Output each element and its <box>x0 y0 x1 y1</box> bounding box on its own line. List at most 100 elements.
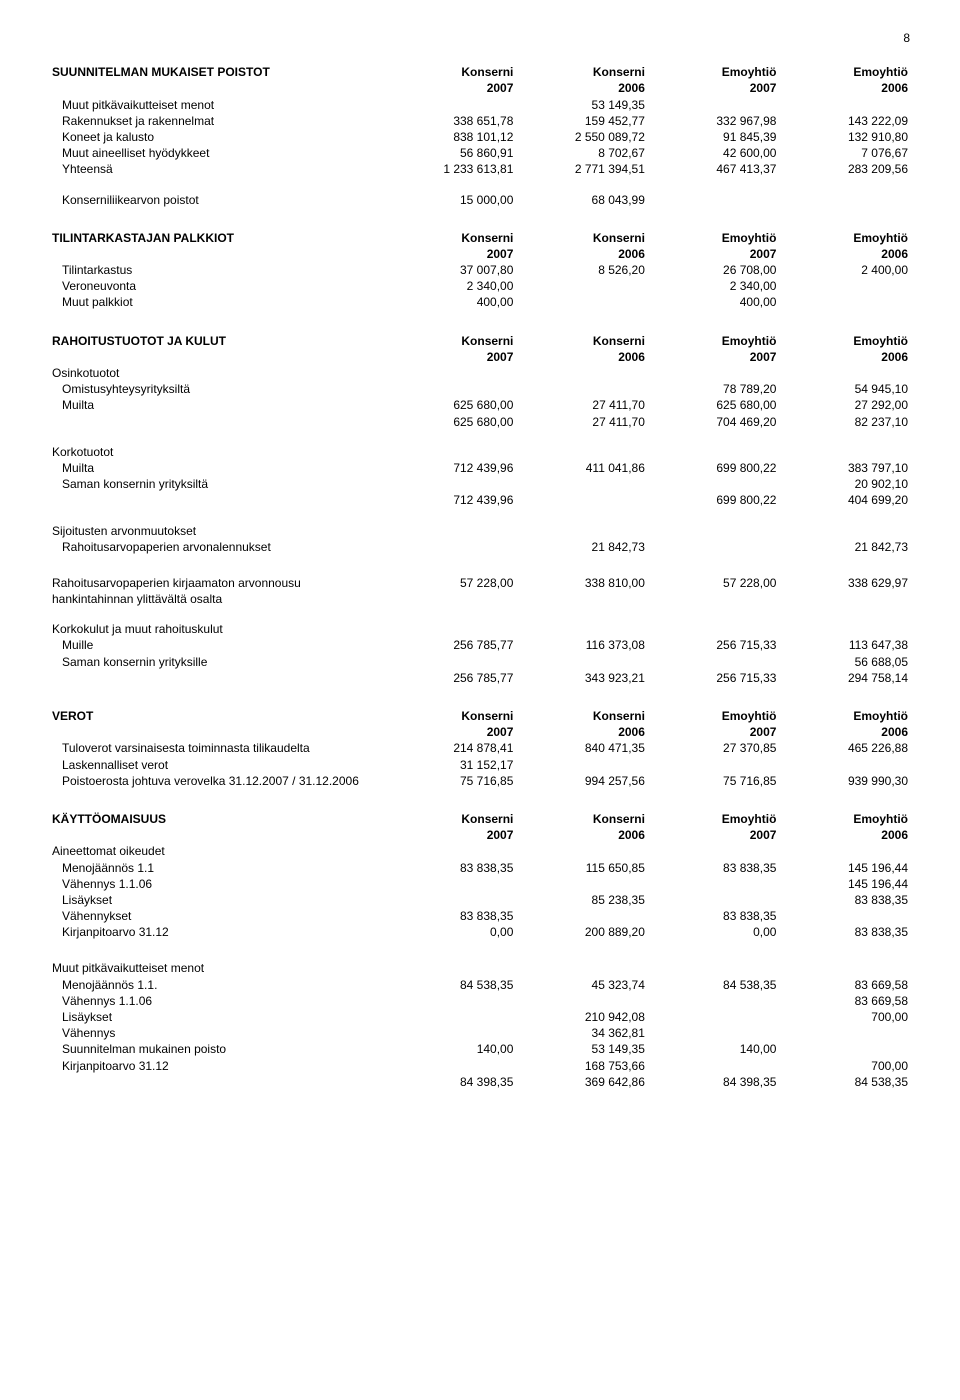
cell: 256 785,77 <box>384 637 516 653</box>
table-row: 256 785,77343 923,21256 715,33294 758,14 <box>50 670 910 686</box>
page-number: 8 <box>50 30 910 46</box>
table-row: Muut palkkiot400,00400,00 <box>50 294 910 310</box>
cell: 8 702,67 <box>515 145 647 161</box>
table-row: Yhteensä1 233 613,812 771 394,51467 413,… <box>50 161 910 177</box>
cell: 2 550 089,72 <box>515 129 647 145</box>
cell: 42 600,00 <box>647 145 779 161</box>
table-row: Kirjanpitoarvo 31.12168 753,66700,00 <box>50 1058 910 1074</box>
cell: 140,00 <box>647 1041 779 1057</box>
cell <box>647 1058 779 1074</box>
sec2-title: TILINTARKASTAJAN PALKKIOT <box>50 230 384 246</box>
cell <box>647 1009 779 1025</box>
cell: 91 845,39 <box>647 129 779 145</box>
cell: 132 910,80 <box>778 129 910 145</box>
group-header-row: Korkokulut ja muut rahoituskulut <box>50 621 910 637</box>
cell <box>515 591 647 607</box>
cell: 256 715,33 <box>647 637 779 653</box>
cell <box>515 381 647 397</box>
table-row: Rahoitusarvopaperien kirjaamaton arvonno… <box>50 575 910 591</box>
cell: 143 222,09 <box>778 113 910 129</box>
cell <box>515 993 647 1009</box>
cell: 84 538,35 <box>384 977 516 993</box>
hdr-c1a: Konserni <box>384 64 516 80</box>
cell: 53 149,35 <box>515 97 647 113</box>
row-label: Menojäännös 1.1. <box>50 977 384 993</box>
cell: 369 642,86 <box>515 1074 647 1090</box>
table-row: Vähennys 1.1.0683 669,58 <box>50 993 910 1009</box>
table-sec3: RAHOITUSTUOTOT JA KULUT Konserni Konsern… <box>50 333 910 686</box>
row-label: Vähennys 1.1.06 <box>50 876 384 892</box>
row-label <box>50 670 384 686</box>
hdr-c2a: Konserni <box>515 64 647 80</box>
cell: 699 800,22 <box>647 460 779 476</box>
cell: 116 373,08 <box>515 637 647 653</box>
row-label: Poistoerosta johtuva verovelka 31.12.200… <box>50 773 384 789</box>
cell: 27 292,00 <box>778 397 910 413</box>
cell: 85 238,35 <box>515 892 647 908</box>
cell <box>515 757 647 773</box>
cell: 0,00 <box>647 924 779 940</box>
cell: 20 902,10 <box>778 476 910 492</box>
group-header-row: Osinkotuotot <box>50 365 910 381</box>
cell: 83 838,35 <box>778 892 910 908</box>
table-row: 84 398,35369 642,8684 398,3584 538,35 <box>50 1074 910 1090</box>
cell: 704 469,20 <box>647 414 779 430</box>
cell <box>778 192 910 208</box>
table-row: Lisäykset210 942,08700,00 <box>50 1009 910 1025</box>
table-row: Omistusyhteysyrityksiltä78 789,2054 945,… <box>50 381 910 397</box>
row-label: Suunnitelman mukainen poisto <box>50 1041 384 1057</box>
row-label: Rahoitusarvopaperien kirjaamaton arvonno… <box>50 575 384 591</box>
cell <box>778 757 910 773</box>
cell <box>384 539 516 555</box>
cell: 939 990,30 <box>778 773 910 789</box>
cell: 338 810,00 <box>515 575 647 591</box>
group-header: Aineettomat oikeudet <box>50 843 384 859</box>
group-header: Korkotuotot <box>50 444 384 460</box>
cell: 2 400,00 <box>778 262 910 278</box>
cell: 200 889,20 <box>515 924 647 940</box>
table-row: Vähennykset83 838,3583 838,35 <box>50 908 910 924</box>
cell <box>384 1025 516 1041</box>
cell: 54 945,10 <box>778 381 910 397</box>
table-row: Kirjanpitoarvo 31.120,00200 889,200,0083… <box>50 924 910 940</box>
cell: 57 228,00 <box>647 575 779 591</box>
cell: 465 226,88 <box>778 740 910 756</box>
cell <box>515 294 647 310</box>
cell <box>647 993 779 1009</box>
cell <box>515 654 647 670</box>
cell: 83 838,35 <box>384 860 516 876</box>
table-row: Suunnitelman mukainen poisto 140,0053 149… <box>50 1041 910 1057</box>
cell: 83 669,58 <box>778 993 910 1009</box>
table-row: Tuloverot varsinaisesta toiminnasta tili… <box>50 740 910 756</box>
table-row: Menojäännös 1.183 838,35115 650,8583 838… <box>50 860 910 876</box>
hdr-c4b: 2006 <box>778 80 910 96</box>
table-sec1: SUUNNITELMAN MUKAISET POISTOT Konserni K… <box>50 64 910 208</box>
cell <box>384 476 516 492</box>
cell <box>515 876 647 892</box>
cell: 27 411,70 <box>515 397 647 413</box>
cell: 400,00 <box>384 294 516 310</box>
table-row: Tilintarkastus37 007,808 526,2026 708,00… <box>50 262 910 278</box>
cell: 82 237,10 <box>778 414 910 430</box>
cell <box>515 492 647 508</box>
cell: 145 196,44 <box>778 860 910 876</box>
cell <box>778 294 910 310</box>
cell <box>515 908 647 924</box>
cell: 31 152,17 <box>384 757 516 773</box>
cell <box>778 908 910 924</box>
cell: 411 041,86 <box>515 460 647 476</box>
cell: 53 149,35 <box>515 1041 647 1057</box>
cell: 625 680,00 <box>647 397 779 413</box>
cell: 84 538,35 <box>647 977 779 993</box>
cell: 21 842,73 <box>515 539 647 555</box>
cell <box>384 591 516 607</box>
cell <box>384 993 516 1009</box>
cell: 83 838,35 <box>778 924 910 940</box>
row-label: Lisäykset <box>50 892 384 908</box>
cell: 83 838,35 <box>647 860 779 876</box>
cell: 15 000,00 <box>384 192 516 208</box>
row-label: Saman konsernin yrityksille <box>50 654 384 670</box>
cell <box>778 278 910 294</box>
cell <box>778 1025 910 1041</box>
cell: 75 716,85 <box>647 773 779 789</box>
